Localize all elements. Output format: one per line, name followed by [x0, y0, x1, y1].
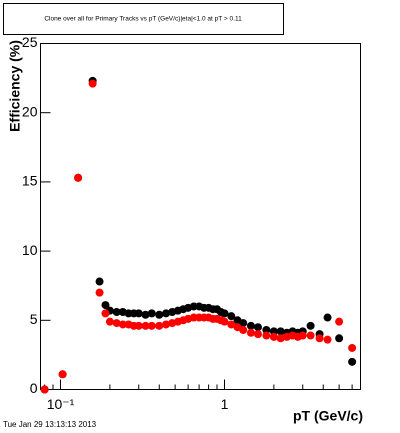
y-tick-label: 25: [22, 34, 38, 50]
data-point: [95, 277, 104, 286]
footer: Tue Jan 29 13:13:13 2013: [3, 420, 97, 429]
data-point: [269, 332, 278, 341]
data-point: [323, 313, 332, 322]
y-tick-label: 5: [30, 311, 38, 327]
data-point: [276, 327, 285, 336]
data-point: [118, 320, 127, 329]
data-point: [134, 309, 143, 318]
data-point: [112, 307, 121, 316]
y-tick-label: 20: [22, 103, 38, 119]
data-point: [147, 309, 156, 318]
data-point: [155, 310, 164, 319]
data-point: [298, 331, 307, 340]
data-point: [141, 321, 150, 330]
data-point: [239, 325, 248, 334]
plot-frame: [40, 43, 361, 390]
data-point: [112, 319, 121, 328]
data-point: [227, 320, 236, 329]
data-point: [276, 334, 285, 343]
data-point: [220, 317, 229, 326]
data-point: [348, 343, 357, 352]
y-tick-label: 15: [22, 173, 38, 189]
data-point: [105, 317, 114, 326]
data-point: [95, 288, 104, 297]
data-point: [155, 321, 164, 330]
data-point: [262, 325, 271, 334]
x-tick-label: 1: [221, 396, 229, 412]
data-point: [101, 301, 110, 310]
data-point: [262, 331, 271, 340]
data-point: [141, 310, 150, 319]
y-tick-label: 0: [30, 380, 38, 396]
data-point: [269, 327, 278, 336]
data-point: [335, 317, 344, 326]
data-point: [306, 331, 315, 340]
x-tick-label: 10⁻¹: [47, 396, 75, 412]
x-axis-label: pT (GeV/c): [293, 408, 363, 424]
data-point: [227, 312, 236, 321]
data-point: [58, 370, 67, 379]
data-point: [315, 334, 324, 343]
data-point: [306, 321, 315, 330]
chart-title: Clone over all for Primary Tracks vs pT …: [44, 16, 242, 23]
data-point: [253, 323, 262, 332]
data-point: [74, 173, 83, 182]
title-box: [3, 3, 284, 35]
data-point: [101, 309, 110, 318]
y-tick-label: 10: [22, 242, 38, 258]
data-point: [162, 309, 171, 318]
data-point: [323, 335, 332, 344]
data-point: [348, 357, 357, 366]
data-point: [246, 328, 255, 337]
data-point: [88, 79, 97, 88]
data-point: [253, 330, 262, 339]
data-point: [134, 321, 143, 330]
data-point: [335, 334, 344, 343]
data-point: [239, 319, 248, 328]
data-point: [162, 320, 171, 329]
data-point: [40, 385, 49, 394]
data-point: [147, 321, 156, 330]
data-point: [246, 321, 255, 330]
y-axis-label: Efficiency (%): [7, 40, 23, 132]
data-point: [220, 309, 229, 318]
